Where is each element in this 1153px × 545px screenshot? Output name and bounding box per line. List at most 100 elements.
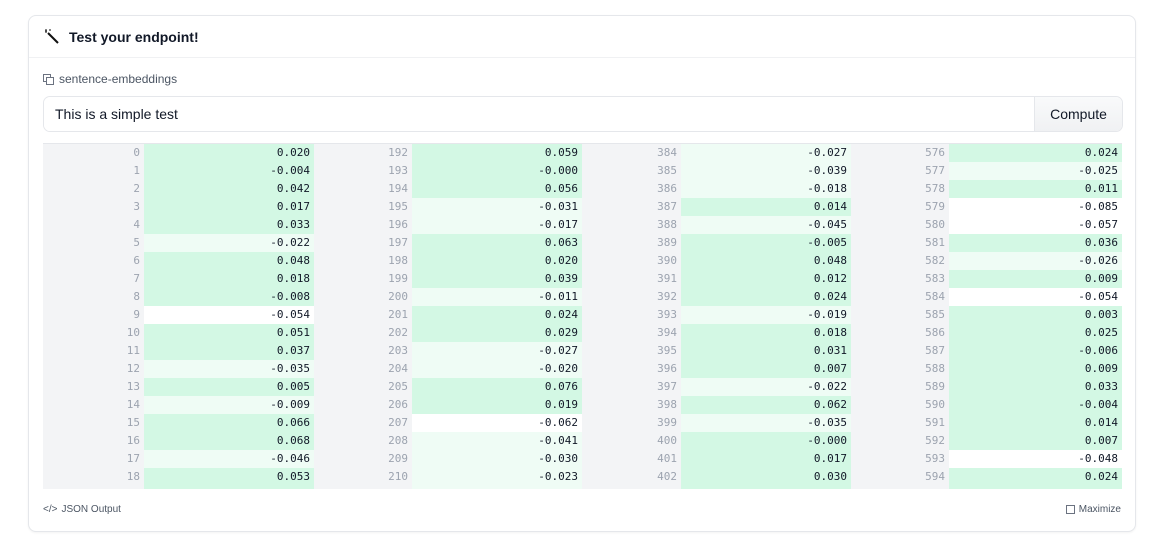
value-cell: -0.011	[412, 288, 582, 306]
index-cell: 389	[657, 236, 677, 249]
value-column: 0.020 -0.004 0.042 0.017 0.033 -0.022 0.048 0.0…	[144, 144, 314, 489]
card-header: Test your endpoint!	[29, 16, 1135, 58]
value-cell: 0.037	[144, 342, 314, 360]
index-cell: 392	[657, 290, 677, 303]
index-cell: 14	[126, 398, 140, 411]
index-cell	[43, 486, 144, 489]
value-column: 0.059 -0.000 0.056 -0.031 -0.017 0.063 0.020 0.…	[412, 144, 582, 489]
value-cell: -0.019	[681, 306, 851, 324]
json-output-toggle[interactable]: </> JSON Output	[43, 504, 121, 515]
index-cell: 3	[133, 200, 140, 213]
value-cell: 0.024	[681, 288, 851, 306]
value-cell: -0.031	[412, 198, 582, 216]
index-cell: 198	[388, 254, 408, 267]
value-cell: 0.042	[144, 180, 314, 198]
index-cell: 12	[126, 362, 140, 375]
index-cell: 583	[925, 272, 945, 285]
index-cell: 394	[657, 326, 677, 339]
index-cell: 581	[925, 236, 945, 249]
value-cell: 0.019	[412, 396, 582, 414]
index-cell: 207	[388, 416, 408, 429]
value-cell: 0.048	[681, 252, 851, 270]
value-cell: 0.029	[412, 324, 582, 342]
index-cell: 385	[657, 164, 677, 177]
index-cell: 10	[126, 326, 140, 339]
index-cell: 402	[657, 470, 677, 483]
value-cell: -0.009	[144, 396, 314, 414]
maximize-icon	[1065, 505, 1075, 514]
value-cell: -0.054	[949, 288, 1122, 306]
value-cell: -0.046	[144, 450, 314, 468]
value-cell: -0.025	[949, 162, 1122, 180]
index-cell	[314, 486, 412, 489]
compute-button[interactable]: Compute	[1034, 97, 1122, 131]
value-cell	[144, 486, 314, 489]
value-cell: 0.007	[949, 432, 1122, 450]
column-group: 192 193 194 195 196 197 198 199 200 201 202 203 204 2…	[314, 144, 582, 489]
index-cell: 6	[133, 254, 140, 267]
value-cell: 0.063	[412, 234, 582, 252]
index-cell	[582, 486, 681, 489]
index-column: 192 193 194 195 196 197 198 199 200 201 202 203 204 2…	[314, 144, 412, 489]
model-icon	[43, 73, 54, 85]
value-cell: -0.085	[949, 198, 1122, 216]
index-cell: 401	[657, 452, 677, 465]
index-cell: 592	[925, 434, 945, 447]
value-cell: -0.048	[949, 450, 1122, 468]
index-cell: 387	[657, 200, 677, 213]
value-cell: 0.031	[681, 342, 851, 360]
index-cell: 15	[126, 416, 140, 429]
text-input[interactable]	[44, 97, 1034, 131]
maximize-button[interactable]: Maximize	[1065, 504, 1121, 515]
index-cell: 398	[657, 398, 677, 411]
value-cell: 0.024	[949, 144, 1122, 162]
input-row: Compute	[43, 96, 1123, 132]
model-name: sentence-embeddings	[59, 72, 178, 86]
embedding-output-table[interactable]: 0 1 2 3 4 5 6 7 8 9 10 11 12 13 14 15 16 17 18 0.020 -0.004 0…	[43, 143, 1122, 489]
index-cell: 578	[925, 182, 945, 195]
index-cell: 580	[925, 218, 945, 231]
value-cell: -0.023	[412, 468, 582, 486]
value-cell: 0.014	[949, 414, 1122, 432]
index-cell: 16	[126, 434, 140, 447]
value-cell: 0.076	[412, 378, 582, 396]
index-cell: 196	[388, 218, 408, 231]
value-cell: 0.007	[681, 360, 851, 378]
value-cell: -0.041	[412, 432, 582, 450]
index-cell	[851, 486, 949, 489]
index-cell: 388	[657, 218, 677, 231]
index-cell: 593	[925, 452, 945, 465]
maximize-label: Maximize	[1078, 504, 1121, 515]
value-cell: -0.017	[412, 216, 582, 234]
index-cell: 589	[925, 380, 945, 393]
index-cell: 2	[133, 182, 140, 195]
index-cell: 193	[388, 164, 408, 177]
index-cell: 202	[388, 326, 408, 339]
output-footer: </> JSON Output Maximize	[43, 504, 1121, 515]
value-cell: -0.062	[412, 414, 582, 432]
value-cell: -0.039	[681, 162, 851, 180]
value-cell: 0.068	[144, 432, 314, 450]
value-cell: -0.020	[412, 360, 582, 378]
value-cell: 0.018	[681, 324, 851, 342]
value-cell: 0.018	[144, 270, 314, 288]
index-cell: 200	[388, 290, 408, 303]
index-cell: 591	[925, 416, 945, 429]
index-cell: 588	[925, 362, 945, 375]
index-cell: 396	[657, 362, 677, 375]
value-cell: -0.045	[681, 216, 851, 234]
index-cell: 386	[657, 182, 677, 195]
index-cell: 584	[925, 290, 945, 303]
index-cell: 400	[657, 434, 677, 447]
index-cell: 17	[126, 452, 140, 465]
index-cell: 11	[126, 344, 140, 357]
value-cell: 0.003	[949, 306, 1122, 324]
value-cell: 0.024	[412, 306, 582, 324]
index-cell: 393	[657, 308, 677, 321]
code-icon: </>	[43, 504, 58, 515]
value-cell: 0.030	[681, 468, 851, 486]
index-cell: 194	[388, 182, 408, 195]
index-cell: 8	[133, 290, 140, 303]
value-cell: 0.005	[144, 378, 314, 396]
value-cell: 0.020	[144, 144, 314, 162]
